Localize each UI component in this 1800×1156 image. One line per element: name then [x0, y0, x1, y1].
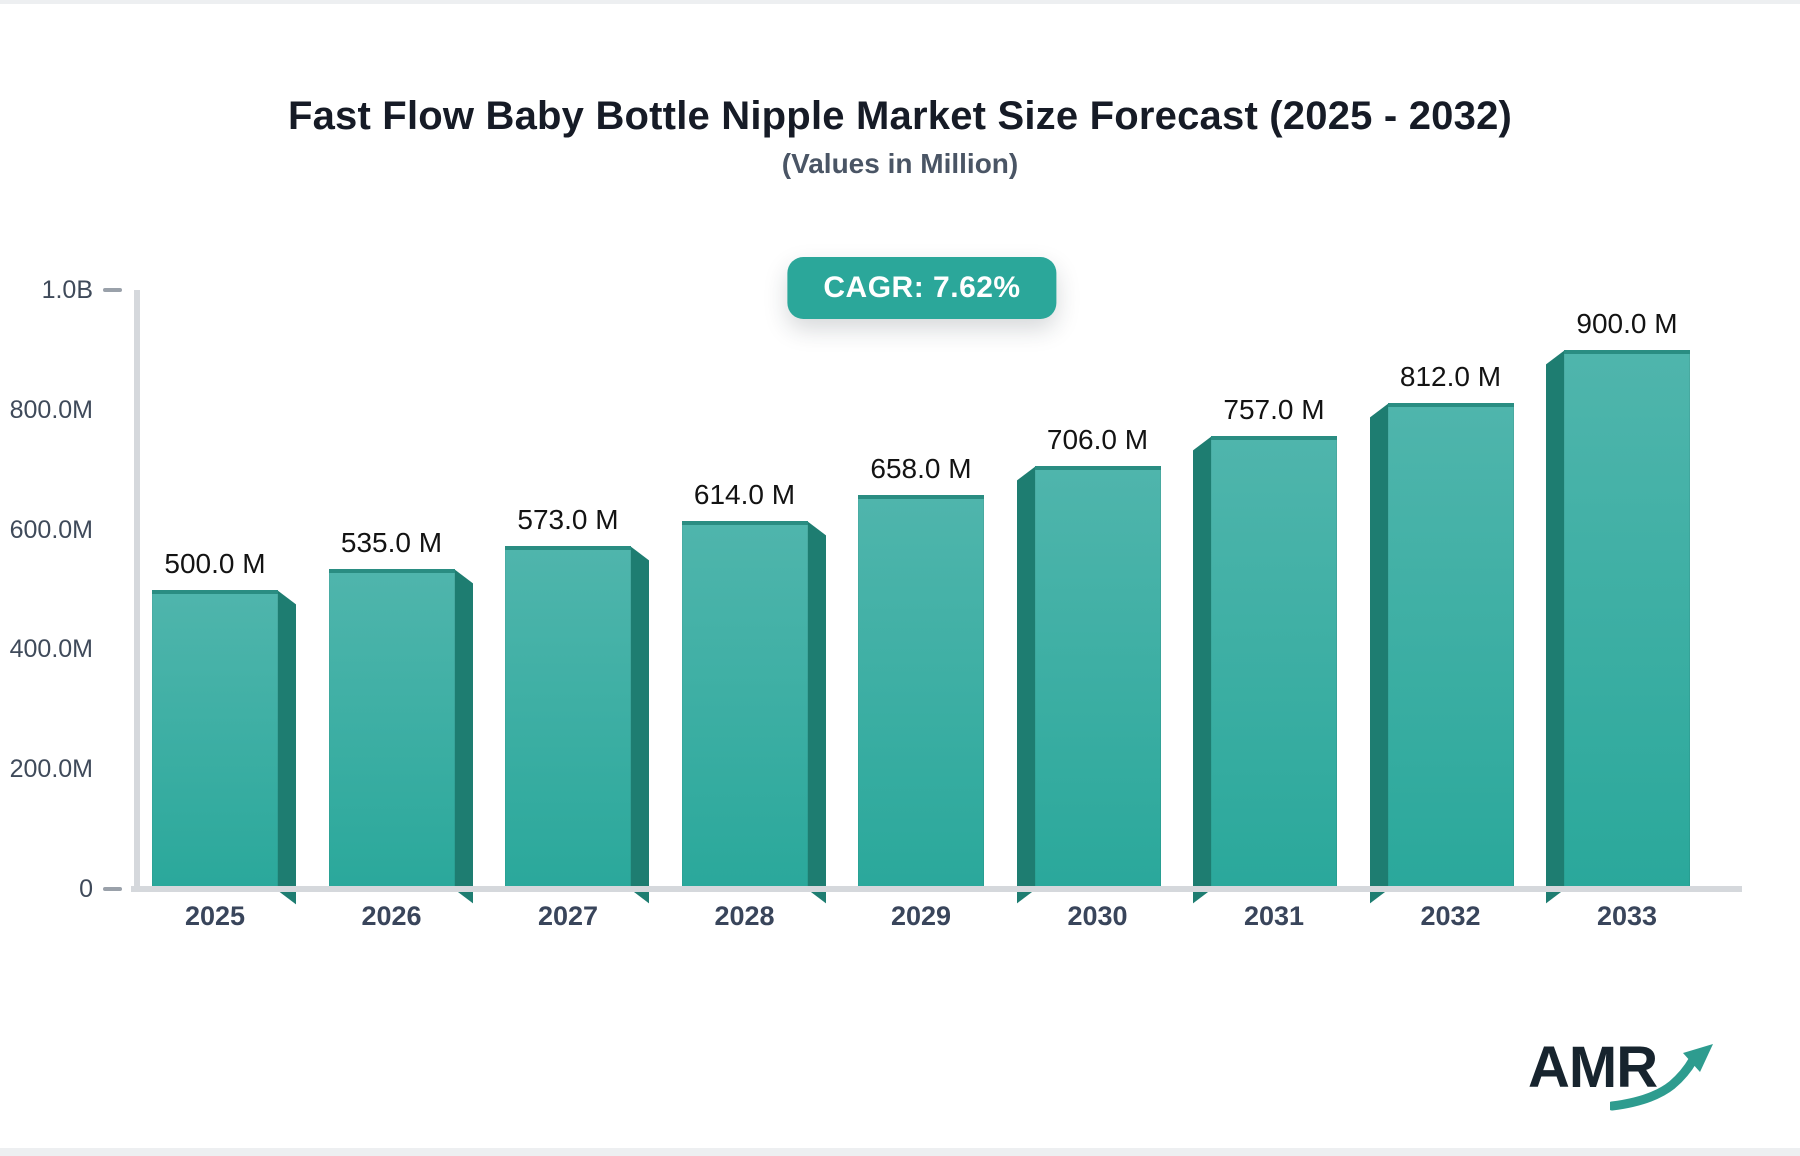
- bar-2031: [1211, 435, 1337, 889]
- y-axis-tick-label: 1.0B: [41, 276, 93, 304]
- bar-side-face: [806, 521, 826, 904]
- y-axis-line: [134, 290, 140, 892]
- bar-side-face: [1369, 402, 1389, 904]
- bar-side-face: [1546, 349, 1565, 904]
- x-axis-label-2030: 2030: [1067, 901, 1128, 931]
- bar-side-face: [453, 568, 473, 904]
- y-axis-tick-mark: [103, 887, 122, 891]
- y-axis-tick-label: 800.0M: [9, 395, 93, 424]
- y-axis-tick-label: 400.0M: [9, 635, 93, 664]
- y-axis-tick-label: 600.0M: [9, 515, 93, 544]
- brand-logo-text: AMR: [1528, 1035, 1658, 1100]
- y-axis-tick-mark: [103, 288, 122, 292]
- x-axis-label-2032: 2032: [1420, 901, 1481, 931]
- bar-2025: [152, 589, 278, 889]
- bar-value-label: 500.0 M: [164, 547, 266, 579]
- bar-2032: [1387, 402, 1514, 889]
- x-axis-label-2028: 2028: [714, 901, 775, 931]
- bar-2033: [1564, 349, 1690, 889]
- bar-value-label: 757.0 M: [1223, 393, 1325, 425]
- x-axis-label-2029: 2029: [890, 901, 952, 931]
- cagr-badge: CAGR: 7.62%: [787, 257, 1057, 319]
- bar-2028: [681, 521, 808, 889]
- x-axis-label-2025: 2025: [184, 901, 246, 931]
- x-axis-line: [131, 886, 1742, 892]
- bar-value-label: 900.0 M: [1576, 307, 1678, 339]
- bar-2026: [328, 568, 455, 889]
- bar-value-label: 535.0 M: [340, 526, 443, 558]
- bar-value-label: 614.0 M: [693, 479, 796, 511]
- bar-side-face: [277, 589, 296, 904]
- brand-logo: AMR: [1514, 1034, 1744, 1118]
- bottom-edge-strip: [0, 1148, 1800, 1156]
- x-axis-label-2026: 2026: [361, 901, 422, 931]
- bar-value-label: 573.0 M: [517, 503, 619, 535]
- chart-subtitle: (Values in Million): [781, 148, 1019, 179]
- y-axis-tick-label: 0: [79, 875, 93, 903]
- chart-title: Fast Flow Baby Bottle Nipple Market Size…: [287, 94, 1513, 138]
- trend-up-arrow-icon: [1610, 1044, 1713, 1111]
- bar-2027: [505, 545, 631, 889]
- x-axis-label-2033: 2033: [1596, 901, 1658, 931]
- bar-value-label: 706.0 M: [1046, 424, 1149, 456]
- bar-value-label: 658.0 M: [870, 452, 972, 484]
- bar-2030: [1034, 466, 1161, 889]
- bar-side-face: [1193, 435, 1212, 904]
- y-axis-tick-label: 200.0M: [9, 755, 93, 784]
- bar-side-face: [630, 545, 649, 904]
- bar-side-face: [1016, 466, 1036, 904]
- bar-value-label: 812.0 M: [1399, 360, 1502, 392]
- x-axis-label-2027: 2027: [537, 901, 599, 931]
- x-axis-label-2031: 2031: [1243, 901, 1305, 931]
- bar-2029: [858, 494, 984, 889]
- top-edge-strip: [0, 0, 1800, 4]
